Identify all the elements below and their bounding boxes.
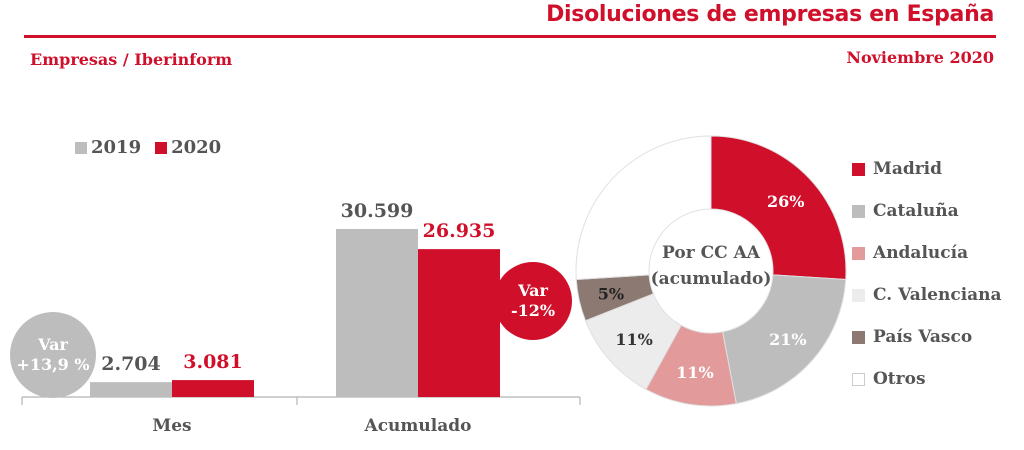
bar-2019-mes [90,382,172,397]
pie-data-label: 5% [598,284,624,303]
pie-legend-swatch [852,204,865,218]
var-acumulado-label: Var [518,281,548,300]
pie-slice-madrid [710,135,847,281]
pie-legend-label: País Vasco [873,327,973,347]
pie-center-line-2: (acumulado) [650,269,772,290]
legend-item-2020: 2020 [155,137,221,158]
bar-data-label: 2.704 [101,353,161,375]
pie-legend-swatch [852,372,865,386]
pie-slice-otros [575,135,712,281]
var-mes-label: Var [38,335,68,354]
pie-data-label: 11% [676,363,713,382]
pie-legend-item: Otros [852,358,1002,400]
bar-data-label: 30.599 [341,200,414,222]
source-label: Empresas / Iberinform [30,50,233,69]
pie-legend-label: Andalucía [873,243,969,263]
pie-legend-label: C. Valenciana [873,285,1002,305]
pie-center-line-1: Por CC AA [662,243,760,263]
title-rule [24,35,996,38]
bar-2020-acumulado [418,249,500,397]
pie-legend-item: Cataluña [852,190,1002,232]
legend-label-2019: 2019 [91,137,142,158]
date-label: Noviembre 2020 [846,48,994,67]
var-bubble-acumulado: Var -12% [494,262,572,340]
legend-swatch-2020 [155,141,168,154]
x-tick-label: Acumulado [364,416,472,436]
pie-data-label: 11% [615,330,652,349]
pie-legend-label: Otros [873,369,926,389]
bar-2019-acumulado [336,229,418,397]
pie-data-label: 21% [769,330,806,349]
pie-legend-swatch [852,288,865,302]
bar-2020-mes [172,380,254,397]
pie-legend-label: Madrid [873,159,943,179]
var-mes-value: +13,9 % [16,355,90,374]
pie-legend-item: Andalucía [852,232,1002,274]
bar-legend: 2019 2020 [75,137,221,158]
chart-title: Disoluciones de empresas en España [546,2,994,27]
bar-data-label: 3.081 [183,351,243,373]
pie-legend-swatch [852,330,865,344]
pie-legend-item: C. Valenciana [852,274,1002,316]
pie-legend-item: País Vasco [852,316,1002,358]
var-acumulado-value: -12% [510,301,556,320]
pie-legend-item: Madrid [852,148,1002,190]
pie-legend-swatch [852,162,865,176]
pie-center-label: Por CC AA (acumulado) [633,240,789,293]
legend-swatch-2019 [75,141,87,154]
var-bubble-mes: Var +13,9 % [10,312,96,398]
pie-data-label: 26% [767,192,804,211]
pie-legend-label: Cataluña [873,201,959,221]
pie-slice-catalu-a [722,274,847,405]
pie-legend: Madrid Cataluña Andalucía C. Valenciana … [852,148,1002,400]
legend-item-2019: 2019 [75,137,141,158]
legend-label-2020: 2020 [171,137,222,158]
x-tick-label: Mes [152,416,191,436]
bar-data-label: 26.935 [423,220,496,242]
pie-legend-swatch [852,246,865,260]
